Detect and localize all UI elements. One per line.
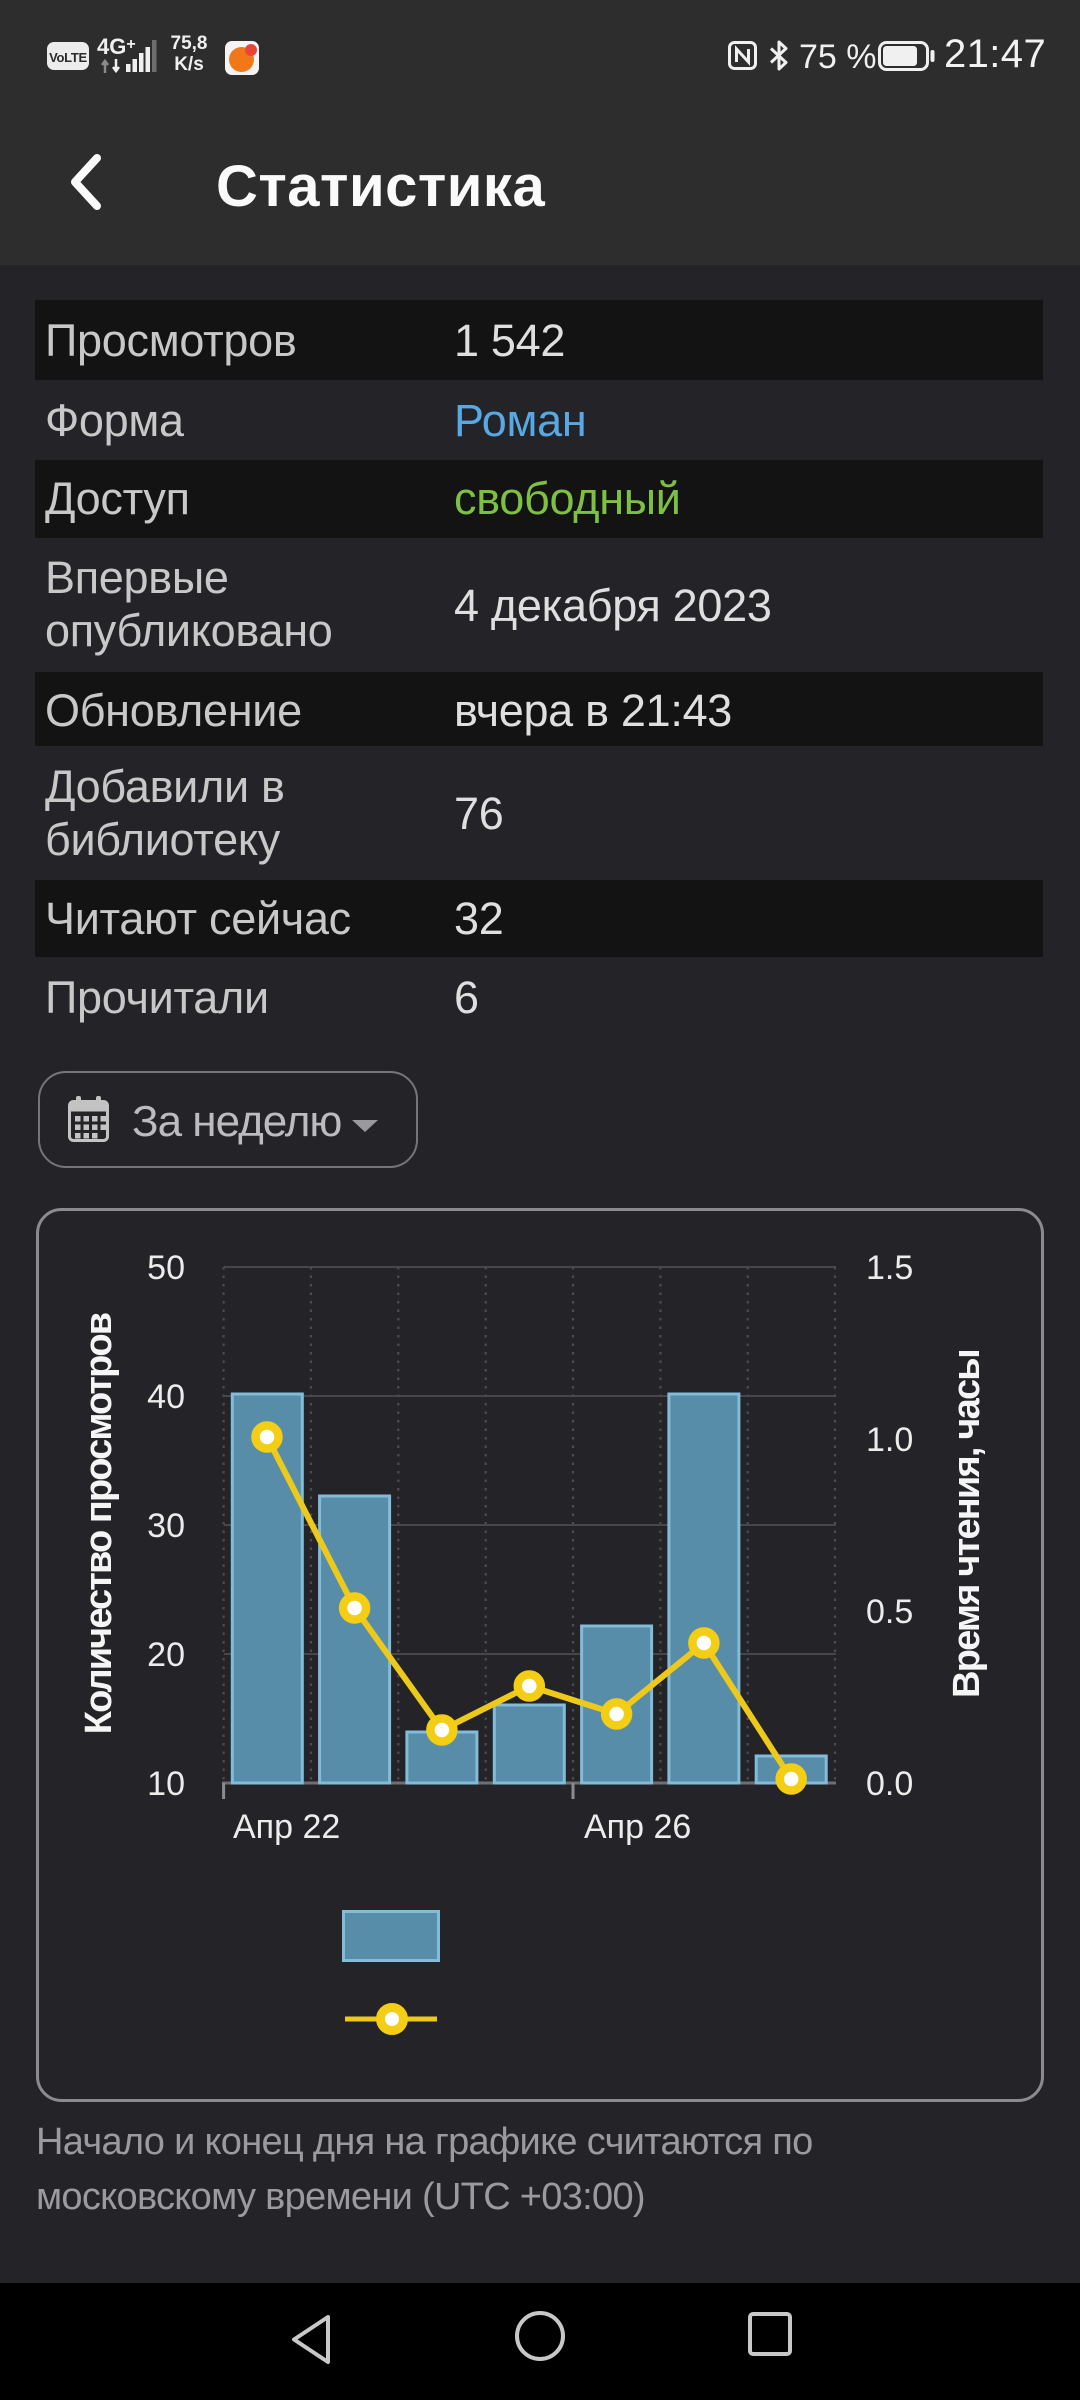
svg-text:50: 50 (147, 1249, 185, 1287)
svg-text:1.5: 1.5 (866, 1249, 913, 1287)
svg-text:1.0: 1.0 (866, 1421, 913, 1459)
svg-text:40: 40 (147, 1378, 185, 1416)
svg-text:Апр 22: Апр 22 (233, 1808, 340, 1846)
svg-text:Апр 26: Апр 26 (584, 1808, 691, 1846)
svg-text:30: 30 (147, 1507, 185, 1545)
svg-text:Количество просмотров: Количество просмотров (78, 1313, 120, 1734)
svg-text:20: 20 (147, 1636, 185, 1674)
svg-text:0.5: 0.5 (866, 1593, 913, 1631)
svg-text:10: 10 (147, 1765, 185, 1803)
svg-text:Время чтения, часы: Время чтения, часы (946, 1350, 988, 1698)
svg-text:0.0: 0.0 (866, 1765, 913, 1803)
